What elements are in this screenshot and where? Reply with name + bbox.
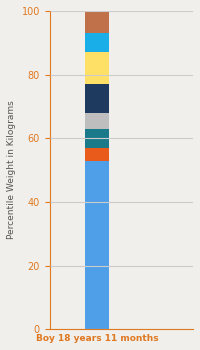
Bar bbox=[85, 148, 109, 161]
Bar bbox=[85, 84, 109, 113]
Bar bbox=[85, 129, 109, 148]
Bar bbox=[85, 11, 109, 33]
Bar bbox=[85, 113, 109, 129]
Bar bbox=[85, 161, 109, 329]
Y-axis label: Percentile Weight in Kilograms: Percentile Weight in Kilograms bbox=[7, 101, 16, 239]
Bar bbox=[85, 52, 109, 84]
Bar bbox=[85, 33, 109, 52]
